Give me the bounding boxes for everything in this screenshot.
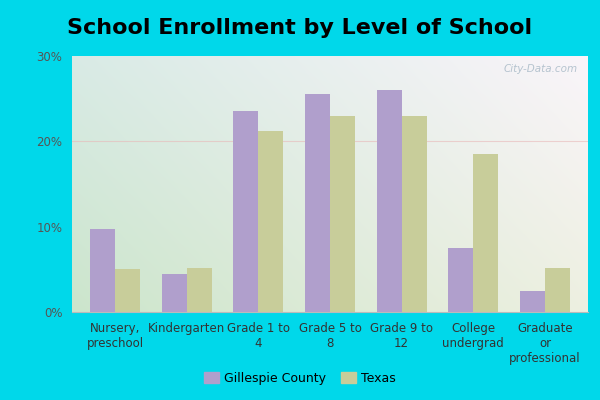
Bar: [161, 274, 187, 312]
Bar: [448, 248, 473, 312]
Bar: [330, 116, 355, 312]
Legend: Gillespie County, Texas: Gillespie County, Texas: [199, 367, 401, 390]
Bar: [401, 116, 427, 312]
Bar: [377, 90, 401, 312]
Bar: [305, 94, 330, 312]
Bar: [187, 268, 212, 312]
Text: School Enrollment by Level of School: School Enrollment by Level of School: [67, 18, 533, 38]
Bar: [545, 268, 570, 312]
Text: City-Data.com: City-Data.com: [503, 64, 578, 74]
Bar: [520, 291, 545, 312]
Bar: [115, 269, 140, 312]
Bar: [233, 112, 259, 312]
Bar: [90, 229, 115, 312]
Bar: [259, 131, 283, 312]
Bar: [473, 154, 499, 312]
